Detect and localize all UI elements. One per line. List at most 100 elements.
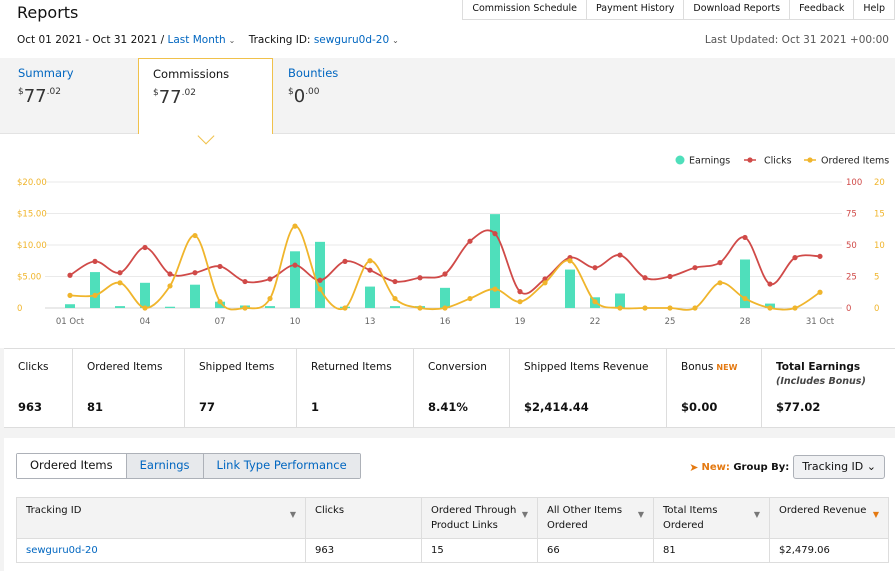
earnings-bar: [115, 306, 125, 308]
daily-chart: $20.00 100 20 $15.00 75 15 $10.00 50 10 $5.00 25 5 0…: [0, 134, 895, 348]
stat-sublabel: (Includes Bonus): [776, 376, 866, 387]
ordered-items-point: [117, 280, 123, 286]
clicks-point: [767, 281, 773, 287]
sort-icon[interactable]: ▼: [637, 510, 644, 519]
ordered-items-point: [417, 305, 423, 311]
group-by-select[interactable]: Tracking ID ⌄: [793, 455, 885, 479]
ordered-items-point: [767, 305, 773, 311]
report-table-section: Ordered Items Earnings Link Type Perform…: [4, 438, 895, 571]
col-all-other-items[interactable]: All Other Items Ordered ▼: [537, 497, 654, 539]
sort-icon[interactable]: ▼: [753, 510, 760, 519]
col-tracking-id[interactable]: Tracking ID ▼: [16, 497, 306, 539]
earnings-bar: [365, 286, 375, 308]
clicks-point: [442, 271, 448, 277]
chevron-down-icon[interactable]: ⌄: [392, 36, 399, 45]
col-ordered-through-links[interactable]: Ordered Through Product Links ▼: [421, 497, 538, 539]
tracking-id-dropdown[interactable]: sewguru0d-20: [313, 34, 390, 46]
col-ordered-revenue[interactable]: Ordered Revenue ▼: [769, 497, 889, 539]
sort-icon[interactable]: ▼: [872, 510, 879, 519]
earnings-bar: [615, 293, 625, 308]
legend-ordered-marker: [807, 157, 813, 163]
clicks-point: [242, 278, 248, 285]
clicks-point: [417, 275, 423, 281]
tab-bounties[interactable]: Bounties $0.00: [274, 58, 404, 134]
chevron-down-icon[interactable]: ⌄: [228, 36, 236, 45]
ordered-items-point: [317, 286, 323, 292]
tab-link-type-performance[interactable]: Link Type Performance: [202, 454, 360, 478]
nav-feedback[interactable]: Feedback: [790, 0, 855, 20]
clicks-point: [792, 255, 798, 261]
clicks-point: [142, 244, 148, 251]
y-right-tick: 20: [874, 178, 885, 188]
tab-commissions-label: Commissions: [153, 67, 230, 81]
clicks-point: [467, 238, 473, 244]
clicks-point: [392, 278, 398, 285]
date-range: Oct 01 2021 - Oct 31 2021 /: [17, 34, 165, 46]
group-by-control: ➤ New: Group By: Tracking ID ⌄: [689, 455, 885, 479]
tab-summary[interactable]: Summary $77.02: [4, 58, 134, 134]
report-header: Reports Commission Schedule Payment Hist…: [0, 0, 895, 58]
ordered-items-point: [367, 258, 373, 264]
cell-total-items: 81: [653, 538, 770, 563]
tracking-id-link[interactable]: sewguru0d-20: [16, 538, 306, 563]
earnings-bar: [390, 306, 400, 308]
nav-commission-schedule[interactable]: Commission Schedule: [463, 0, 587, 20]
period-dropdown[interactable]: Last Month: [167, 34, 226, 46]
summary-tabs: Summary $77.02 Commissions $77.02 Bounti…: [0, 58, 895, 134]
nav-download-reports[interactable]: Download Reports: [684, 0, 791, 20]
tab-earnings[interactable]: Earnings: [125, 454, 203, 478]
stat-returned-items: Returned Items 1: [297, 349, 414, 427]
clicks-point: [642, 275, 648, 281]
stat-label: Returned Items: [311, 361, 392, 373]
page-title: Reports: [17, 3, 79, 22]
x-tick-label: 01 Oct: [56, 317, 85, 327]
ordered-items-point: [192, 232, 198, 239]
x-tick-label: 16: [440, 317, 451, 327]
stat-clicks: Clicks 963: [4, 349, 73, 427]
ordered-items-point: [292, 223, 298, 229]
ordered-items-point: [267, 295, 273, 302]
y-left-tick: $15.00: [17, 210, 47, 220]
ordered-items-point: [492, 286, 498, 292]
stat-label: Clicks: [18, 361, 49, 373]
nav-help[interactable]: Help: [854, 0, 895, 20]
y-right-tick: 0: [874, 304, 879, 314]
clicks-point: [817, 253, 823, 259]
tab-ordered-items[interactable]: Ordered Items: [17, 454, 126, 478]
earnings-bar: [740, 259, 750, 308]
clicks-point: [367, 267, 373, 273]
tab-commissions-amount: $77.02: [153, 87, 196, 108]
tab-summary-amount: $77.02: [18, 86, 61, 107]
ordered-items-point: [67, 292, 73, 298]
sort-icon[interactable]: ▼: [289, 510, 296, 519]
clicks-point: [542, 276, 548, 282]
col-total-items[interactable]: Total Items Ordered ▼: [653, 497, 770, 539]
tracking-id-label: Tracking ID:: [248, 34, 311, 46]
nav-payment-history[interactable]: Payment History: [586, 0, 685, 20]
stat-value: $0.00: [681, 400, 718, 414]
earnings-bar: [65, 304, 75, 308]
stat-label: Total Earnings (Includes Bonus): [776, 361, 895, 387]
col-clicks[interactable]: Clicks: [305, 497, 422, 539]
stat-value: 1: [311, 400, 320, 414]
y-left-tick: $10.00: [17, 241, 47, 251]
tab-commissions[interactable]: Commissions $77.02: [138, 58, 273, 134]
last-updated: Last Updated: Oct 31 2021 +00:00: [704, 34, 889, 46]
y-right-tick: 15: [874, 210, 885, 220]
y-left-tick: 0: [17, 304, 22, 314]
stat-conversion: Conversion 8.41%: [414, 349, 510, 427]
legend-ordered-label: Ordered Items: [821, 156, 889, 167]
earnings-bar: [165, 306, 175, 308]
x-tick-label: 19: [515, 317, 526, 327]
stat-label: Shipped Items Revenue: [524, 361, 649, 373]
y-mid-tick: 100: [846, 178, 862, 188]
clicks-point: [342, 258, 348, 264]
earnings-bar: [140, 282, 150, 308]
ordered-items-point: [442, 305, 448, 311]
x-tick-label: 31 Oct: [806, 317, 835, 327]
y-left-tick: $5.00: [17, 273, 41, 283]
ordered-items-point: [567, 258, 573, 264]
clicks-point: [517, 289, 523, 295]
new-badge: NEW: [716, 363, 738, 372]
sort-icon[interactable]: ▼: [521, 510, 528, 519]
